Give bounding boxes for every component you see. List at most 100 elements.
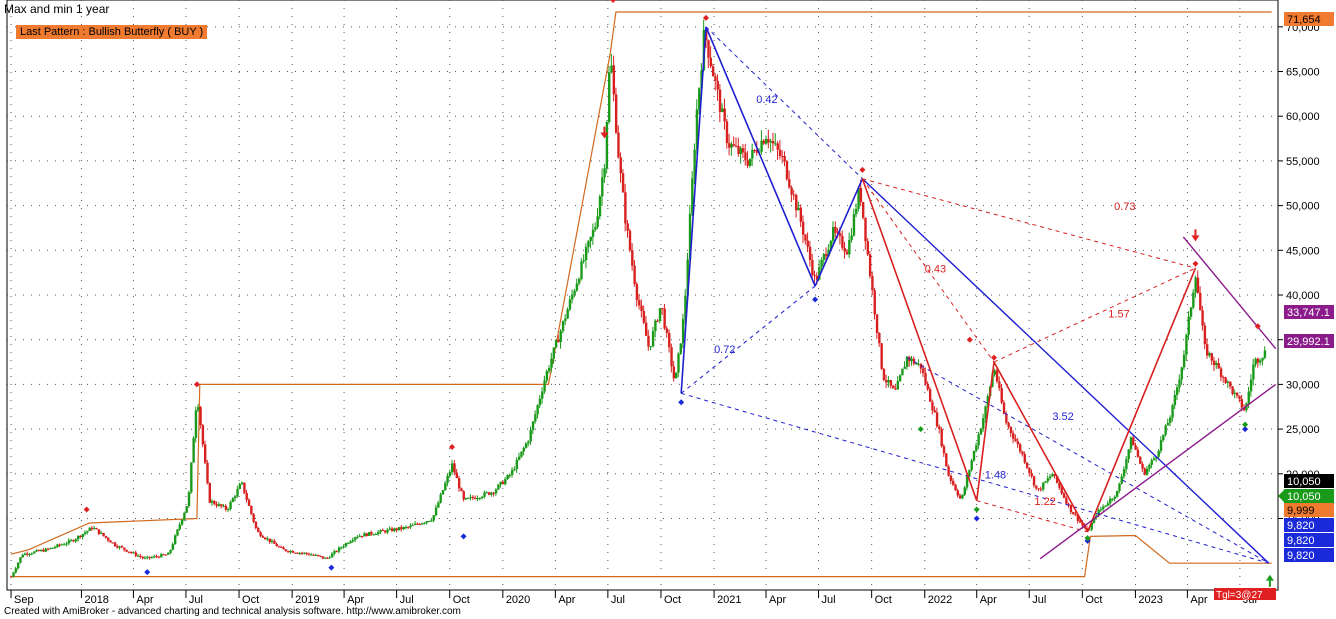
candle-body (169, 549, 172, 553)
candle-body (483, 492, 486, 497)
candle-body (1189, 307, 1193, 317)
candle-body (148, 556, 151, 558)
candle-body (688, 213, 692, 260)
sell-arrow-icon (600, 132, 609, 139)
candle-body (257, 527, 260, 533)
price-label-text: 10,050 (1287, 476, 1321, 488)
candle-body (275, 543, 278, 547)
candle-body (217, 504, 221, 506)
candle-body (102, 532, 105, 536)
candle-body (905, 356, 909, 367)
candle-body (215, 504, 218, 506)
candle-body (1206, 344, 1209, 356)
candle-body (340, 547, 343, 549)
candle-body (915, 363, 918, 365)
candle-body (430, 520, 433, 522)
candle-body (848, 240, 851, 255)
pattern-ratio-label: 0.72 (714, 344, 735, 356)
price-label-text: 29,992.1 (1287, 336, 1330, 348)
swing-high-marker (1192, 260, 1199, 267)
candle-body (723, 108, 726, 122)
candle-body (765, 138, 768, 144)
candle-body (250, 505, 253, 514)
candle-body (384, 530, 387, 533)
candle-body (1009, 426, 1013, 434)
y-tick-label: 30,000 (1286, 379, 1320, 391)
candle-body (446, 475, 449, 484)
candle-body (1023, 454, 1027, 463)
candle-body (37, 550, 41, 552)
candle-body (938, 426, 941, 430)
candle-body (785, 161, 789, 180)
candle-body (755, 150, 759, 153)
candle-body (554, 340, 558, 348)
candle-body (231, 498, 235, 503)
candle-body (954, 484, 957, 491)
pattern-ratio-label: 0.42 (756, 94, 777, 106)
candle-body (1173, 394, 1177, 406)
candle-body (67, 540, 71, 544)
candle-body (608, 72, 611, 123)
candle-body (427, 521, 431, 523)
candle-body (1226, 381, 1230, 383)
candle-body (1208, 353, 1211, 356)
price-label-text: 71,654 (1287, 14, 1321, 26)
candle-body (141, 556, 145, 559)
candle-body (1178, 379, 1181, 388)
candle-body (53, 547, 57, 549)
candle-body (1219, 368, 1223, 378)
candle-body (421, 523, 424, 525)
candle-body (100, 532, 103, 534)
candle-body (1120, 476, 1123, 484)
candle-body (612, 65, 616, 95)
candle-body (423, 522, 426, 524)
candle-body (681, 319, 685, 344)
candle-body (1097, 510, 1100, 516)
candle-body (386, 529, 389, 533)
x-tick-label: Oct (242, 594, 259, 606)
candle-body (834, 227, 837, 233)
candle-body (1065, 497, 1068, 504)
candle-body (804, 234, 807, 241)
candle-body (356, 536, 359, 538)
candle-body (589, 236, 592, 241)
candle-body (1030, 473, 1033, 477)
candle-body (1169, 417, 1172, 423)
candle-body (238, 484, 242, 489)
candle-body (44, 548, 48, 552)
candle-body (831, 227, 835, 241)
candle-body (485, 492, 489, 494)
candle-body (626, 223, 629, 231)
candle-body (208, 483, 211, 503)
candle-body (614, 94, 618, 133)
pattern-ratio-label: 0.43 (925, 264, 946, 276)
candle-body (273, 540, 276, 544)
candle-body (455, 472, 459, 479)
candle-body (1044, 481, 1047, 483)
candle-body (16, 562, 20, 569)
candle-body (624, 192, 627, 224)
price-label-box (1284, 474, 1334, 488)
pattern-leg (861, 178, 978, 501)
candle-body (284, 549, 288, 552)
candle-body (132, 552, 135, 554)
candle-body (437, 502, 440, 508)
candle-body (499, 481, 502, 485)
candle-body (303, 552, 306, 554)
candle-body (70, 540, 73, 542)
candle-body (1106, 503, 1110, 506)
candle-body (153, 556, 156, 558)
candle-body (395, 528, 399, 531)
swing-high-marker (610, 0, 617, 3)
candle-body (684, 295, 687, 320)
candle-body (806, 240, 809, 247)
candle-body (947, 466, 950, 476)
candle-body (107, 537, 110, 541)
candle-body (1185, 334, 1188, 355)
candle-body (986, 396, 990, 407)
candle-body (1067, 503, 1070, 505)
pattern-leg (1086, 267, 1197, 533)
candle-body (497, 484, 500, 490)
candle-body (875, 314, 879, 334)
price-label-box (1284, 489, 1334, 503)
